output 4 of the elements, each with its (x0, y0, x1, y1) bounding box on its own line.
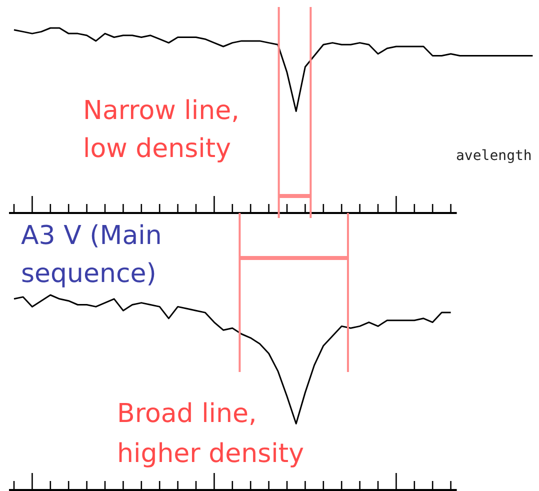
annotation: Broad line, higher density (117, 399, 304, 469)
annotation: Narrow line, low density (83, 96, 240, 164)
annotation: avelength (456, 148, 532, 164)
chart-title: A3 V (Main sequence) (21, 221, 162, 289)
